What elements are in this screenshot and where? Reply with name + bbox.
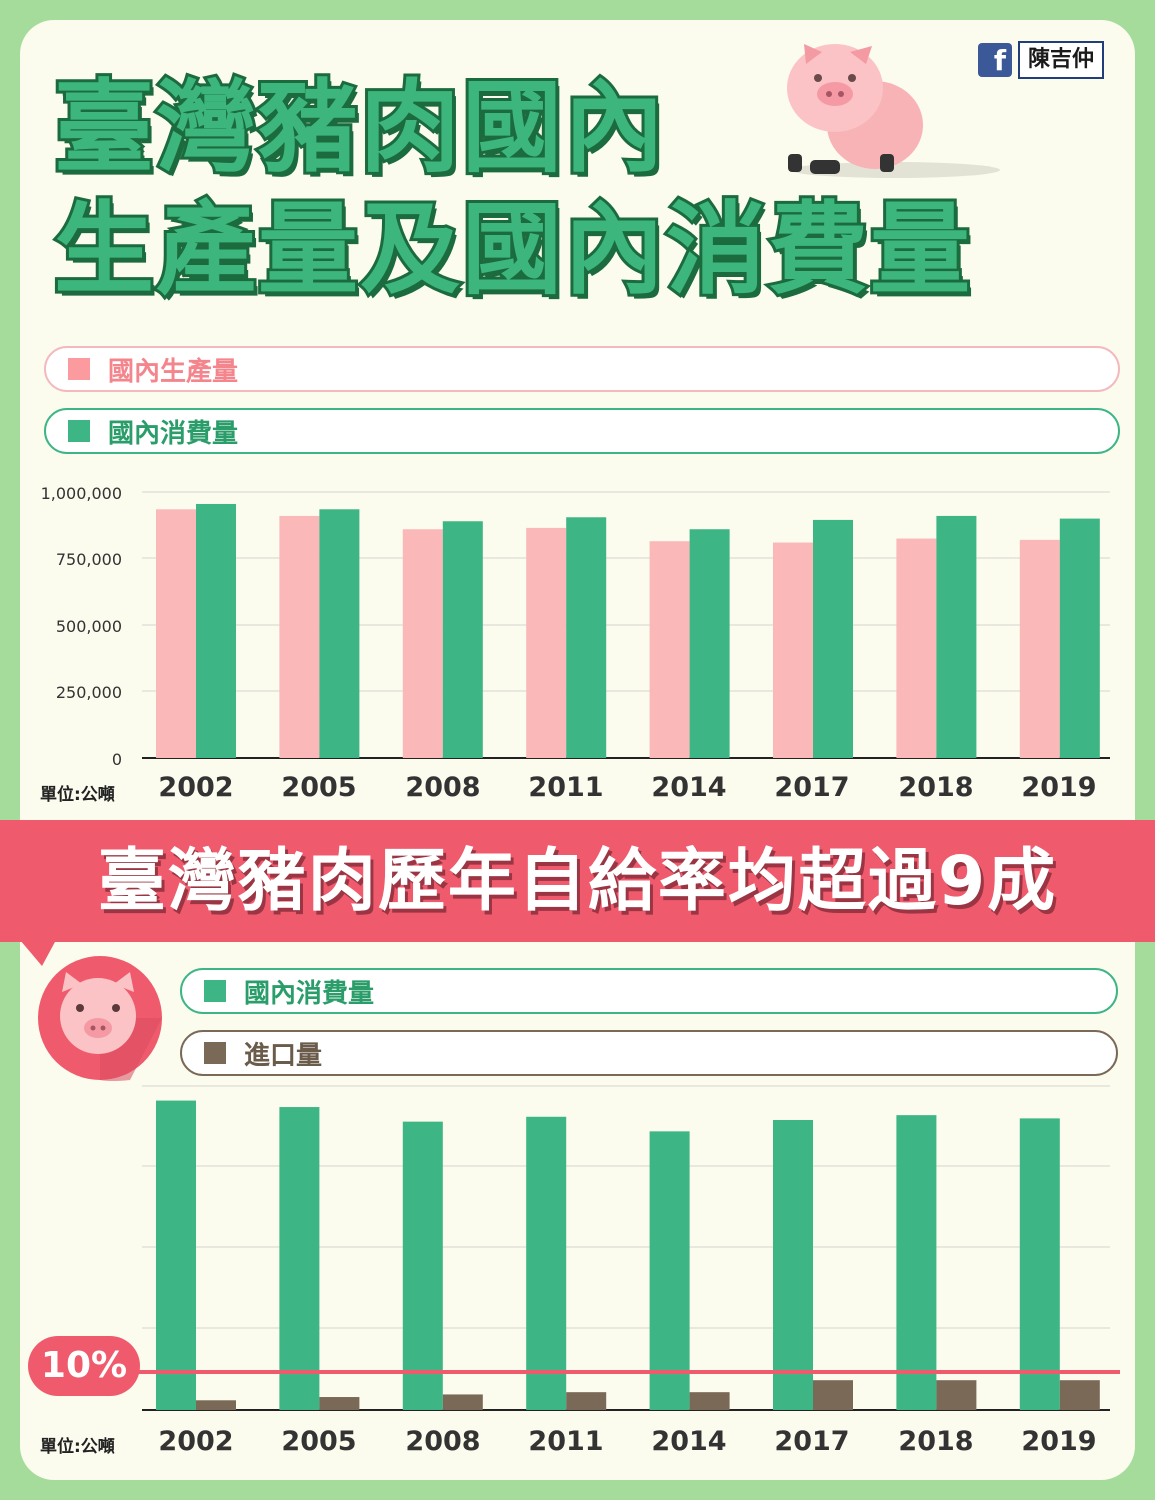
- consumption-bar-2002: [196, 503, 236, 758]
- import-bar-2011: [566, 1392, 607, 1410]
- x-tick-label: 2017: [774, 1426, 850, 1457]
- legend-swatch-import: [204, 1042, 226, 1064]
- x-tick-label: 2011: [528, 772, 604, 803]
- legend-swatch-consumption: [68, 420, 90, 442]
- x-tick-label: 2005: [281, 772, 357, 803]
- legend-swatch-consumption: [204, 980, 226, 1002]
- import-bar-2014: [689, 1392, 730, 1410]
- unit-label-chart2: 單位:公噸: [40, 1437, 115, 1457]
- x-tick-label: 2014: [651, 772, 727, 803]
- y-tick-label: 0: [111, 750, 122, 769]
- pig-face-icon: [38, 956, 162, 1081]
- import-bar-2019: [1059, 1380, 1100, 1410]
- production-bar-2014: [649, 541, 690, 758]
- legend-import: 進口量: [180, 1030, 1118, 1076]
- consumption-bar-2018: [896, 1115, 937, 1410]
- title-line-2: 生產量及國內消費量: [51, 188, 973, 311]
- consumption-bar-2018: [936, 515, 977, 758]
- legend-label-import: 進口量: [244, 1040, 323, 1071]
- import-bar-2017: [813, 1380, 853, 1410]
- legend-label-production: 國內生產量: [108, 356, 239, 387]
- legend-consumption-2: 國內消費量: [180, 968, 1118, 1014]
- consumption-bar-2002: [156, 1100, 196, 1410]
- pig-mascot-illustration: [787, 44, 1000, 178]
- legend-production: 國內生產量: [44, 346, 1120, 392]
- production-bar-2002: [156, 509, 196, 758]
- y-tick-label: 750,000: [55, 550, 122, 569]
- x-tick-label: 2002: [158, 772, 234, 803]
- x-tick-label: 2011: [528, 1426, 604, 1457]
- consumption-bar-2005: [319, 509, 360, 758]
- consumption-bar-2017: [813, 519, 853, 758]
- x-tick-label: 2019: [1021, 772, 1097, 803]
- facebook-attribution: f 陳吉仲: [978, 41, 1105, 79]
- y-tick-label: 1,000,000: [40, 484, 122, 503]
- consumption-bar-2005: [279, 1107, 320, 1410]
- production-bar-2008: [402, 529, 443, 758]
- consumption-bar-2011: [566, 517, 607, 758]
- x-tick-label: 2005: [281, 1426, 357, 1457]
- banner-pointer: [20, 940, 56, 966]
- production-bar-2019: [1019, 539, 1060, 758]
- consumption-bar-2017: [773, 1120, 813, 1410]
- production-bar-2005: [279, 515, 320, 758]
- consumption-bar-2008: [442, 521, 483, 758]
- x-tick-label: 2002: [158, 1426, 234, 1457]
- import-bar-2005: [319, 1397, 360, 1410]
- import-bar-2008: [442, 1394, 483, 1410]
- x-tick-label: 2014: [651, 1426, 727, 1457]
- x-tick-label: 2018: [898, 772, 974, 803]
- x-tick-label: 2018: [898, 1426, 974, 1457]
- unit-label-chart1: 單位:公噸: [40, 785, 115, 805]
- headline-banner: [0, 820, 1155, 942]
- facebook-icon: f: [978, 43, 1012, 77]
- chart1-bars: [156, 503, 1100, 758]
- x-tick-label: 2019: [1021, 1426, 1097, 1457]
- chart2-bars: [156, 1100, 1100, 1410]
- legend-label-consumption: 國內消費量: [108, 418, 239, 449]
- ten-percent-badge: 10%: [28, 1336, 140, 1396]
- x-tick-label: 2017: [774, 772, 850, 803]
- legend-label-consumption: 國內消費量: [244, 978, 375, 1009]
- legend-swatch-production: [68, 358, 90, 380]
- author-name: 陳吉仲: [1018, 41, 1105, 79]
- title-line-1: 臺灣豬肉國內: [51, 66, 667, 189]
- production-bar-2018: [896, 538, 937, 758]
- x-tick-label: 2008: [405, 1426, 481, 1457]
- import-bar-2002: [196, 1400, 236, 1410]
- consumption-bar-2011: [526, 1116, 567, 1410]
- y-tick-label: 250,000: [55, 683, 122, 702]
- consumption-bar-2008: [402, 1121, 443, 1410]
- consumption-bar-2014: [689, 529, 730, 758]
- legend-consumption: 國內消費量: [44, 408, 1120, 454]
- production-bar-2011: [526, 527, 567, 758]
- x-tick-label: 2008: [405, 772, 481, 803]
- import-bar-2018: [936, 1380, 977, 1410]
- y-tick-label: 500,000: [55, 617, 122, 636]
- consumption-bar-2019: [1059, 518, 1100, 758]
- headline-banner-text: 臺灣豬肉歷年自給率均超過9成: [97, 842, 1058, 921]
- consumption-bar-2019: [1019, 1118, 1060, 1410]
- consumption-bar-2014: [649, 1131, 690, 1410]
- production-bar-2017: [773, 542, 813, 758]
